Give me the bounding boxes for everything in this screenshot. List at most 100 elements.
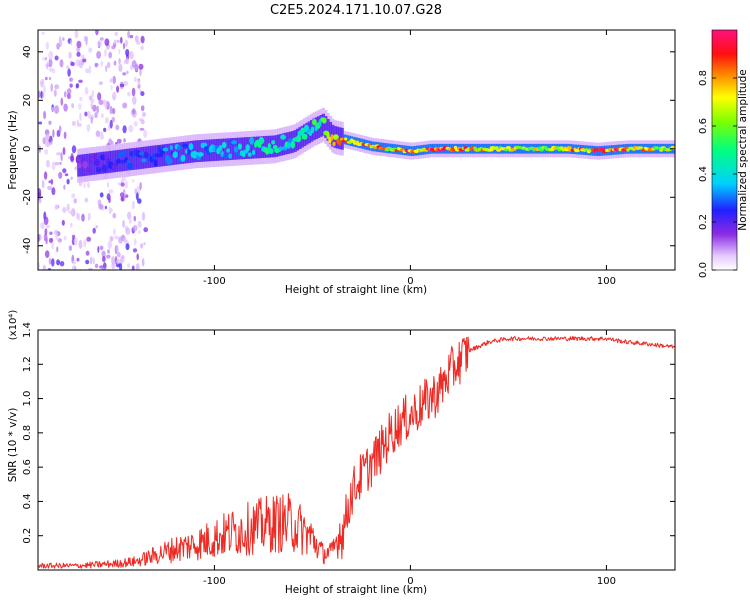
spectrogram-speckle — [86, 236, 92, 242]
spectrogram-y-tick-label: 0 — [22, 146, 33, 152]
spectrogram-speckle — [76, 40, 82, 49]
spectrogram-speckle — [53, 89, 57, 97]
spectrogram-speckle — [137, 198, 142, 204]
spectrogram-ridge-mark — [228, 153, 233, 159]
snr-x-tick-label: 100 — [597, 576, 616, 587]
spectrogram-speckle — [48, 120, 52, 125]
spectrogram-x-tick-label: -100 — [203, 276, 226, 287]
spectrogram-envelope — [220, 138, 224, 161]
spectrogram-speckle — [122, 42, 126, 50]
spectrogram-speckle — [108, 51, 113, 59]
spectrogram-speckle — [125, 180, 128, 190]
spectrogram-speckle — [106, 182, 110, 188]
spectrogram-speckle — [143, 129, 148, 138]
spectrogram-envelope — [319, 115, 323, 137]
spectrogram-speckle — [40, 222, 45, 230]
spectrogram-ridge-mark — [235, 152, 241, 157]
spectrogram-speckle — [127, 30, 130, 39]
spectrogram-speckle — [38, 121, 43, 125]
spectrogram-ridge-mark — [278, 146, 284, 151]
spectrogram-speckle — [111, 256, 116, 265]
spectrogram-speckle — [76, 212, 79, 220]
spectrogram-speckle — [132, 248, 138, 253]
spectrogram-ridge-mark — [310, 126, 315, 134]
spectrogram-ridge-mark — [141, 158, 147, 163]
spectrogram-ridge-mark — [330, 134, 334, 141]
snr-y-tick-label: 0.6 — [22, 459, 33, 475]
spectrogram-speckle — [51, 241, 54, 250]
spectrogram-speckle — [139, 68, 142, 77]
snr-x-tick-label: 0 — [407, 576, 413, 587]
spectrogram-speckle — [66, 203, 70, 212]
spectrogram-speckle — [126, 70, 129, 75]
spectrogram-speckle — [94, 63, 99, 68]
spectrogram-speckle — [76, 47, 80, 53]
spectrogram-ridge-mark — [290, 141, 296, 149]
spectrogram-envelope — [133, 147, 137, 170]
spectrogram-speckle — [84, 111, 88, 117]
spectrogram-speckle — [70, 61, 75, 67]
spectrogram-speckle — [108, 196, 111, 204]
spectrogram-ridge-mark — [104, 154, 109, 160]
spectrogram-speckle — [118, 49, 121, 55]
spectrogram-speckle — [58, 125, 62, 133]
spectrogram-speckle — [43, 110, 47, 120]
spectrogram-speckle — [120, 182, 125, 187]
spectrogram-ridge-mark — [218, 145, 223, 151]
spectrogram-speckle — [82, 58, 87, 63]
spectrogram-speckle — [99, 37, 104, 41]
spectrogram-speckle — [109, 78, 113, 83]
spectrogram-envelope — [194, 140, 198, 163]
spectrogram-speckle — [92, 227, 96, 234]
spectrogram-speckle — [129, 51, 134, 60]
spectrogram-speckle — [44, 228, 48, 236]
spectrogram-speckle — [90, 116, 93, 124]
spectrogram-speckle — [113, 39, 117, 45]
spectrogram-ridge-mark — [338, 140, 342, 146]
spectrogram-speckle — [125, 243, 130, 251]
snr-plot — [38, 335, 675, 569]
spectrogram-speckle — [119, 263, 123, 270]
spectrogram-speckle — [123, 138, 126, 143]
spectrogram-speckle — [38, 195, 42, 204]
spectrogram-envelope — [223, 138, 227, 161]
spectrogram-ridge-mark — [267, 142, 271, 150]
chart-title: C2E5.2024.171.10.07.G28 — [270, 3, 442, 18]
spectrogram-speckle — [62, 207, 67, 213]
spectrogram-speckle — [63, 91, 67, 98]
spectrogram-envelope — [321, 113, 325, 136]
spectrogram-speckle — [92, 257, 95, 263]
spectrogram-ridge-mark — [116, 158, 121, 164]
spectrogram-ridge-mark — [233, 146, 239, 153]
spectrogram-speckle — [119, 192, 125, 198]
spectrogram-speckle — [106, 254, 111, 259]
spectrogram-speckle — [79, 112, 82, 122]
spectrogram-x-tick-label: 0 — [407, 276, 413, 287]
spectrogram-speckle — [118, 58, 121, 65]
spectrogram-speckle — [140, 243, 144, 249]
spectrogram-speckle — [45, 41, 49, 50]
spectrogram-envelope — [265, 135, 269, 158]
spectrogram-speckle — [120, 36, 123, 44]
spectrogram-speckle — [87, 110, 91, 119]
spectrogram-speckle — [63, 235, 67, 241]
spectrogram-speckle — [109, 235, 114, 242]
spectrogram-speckle — [71, 103, 74, 109]
spectrogram-envelope — [279, 133, 283, 156]
spectrogram-envelope — [270, 135, 274, 158]
spectrogram-speckle — [78, 79, 83, 84]
spectrogram-speckle — [115, 245, 119, 253]
spectrogram-speckle — [59, 261, 65, 267]
spectrogram-speckle — [143, 242, 146, 246]
spectrogram-speckle — [72, 265, 77, 270]
spectrogram-speckle — [60, 97, 64, 106]
spectrogram-speckle — [85, 36, 88, 46]
spectrogram-envelope — [328, 121, 333, 144]
spectrogram-speckle — [44, 76, 48, 81]
spectrogram-speckle — [119, 256, 125, 263]
spectrogram-speckle — [49, 231, 53, 235]
spectrogram-speckle — [45, 159, 51, 168]
spectrogram-speckle — [94, 263, 99, 269]
spectrogram-speckle — [52, 129, 55, 138]
spectrogram-speckle — [94, 112, 98, 119]
